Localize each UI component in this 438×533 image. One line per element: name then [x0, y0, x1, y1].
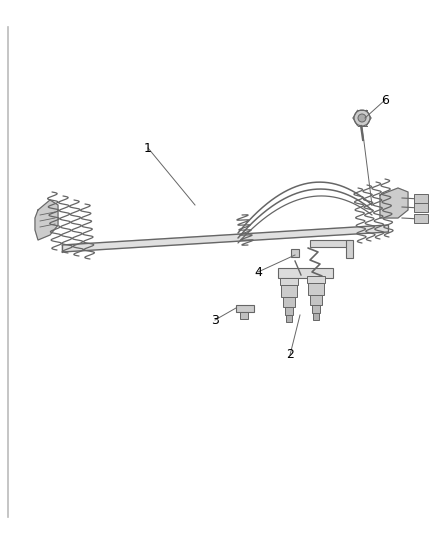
FancyBboxPatch shape: [286, 316, 292, 322]
Polygon shape: [380, 188, 408, 218]
FancyBboxPatch shape: [312, 305, 320, 313]
FancyBboxPatch shape: [308, 283, 324, 295]
FancyBboxPatch shape: [236, 305, 254, 312]
Circle shape: [354, 110, 370, 126]
FancyBboxPatch shape: [313, 313, 319, 320]
FancyBboxPatch shape: [283, 297, 295, 307]
FancyBboxPatch shape: [310, 295, 322, 305]
FancyBboxPatch shape: [279, 278, 298, 285]
Text: 4: 4: [254, 265, 262, 279]
FancyBboxPatch shape: [278, 268, 333, 278]
Text: 1: 1: [144, 141, 152, 155]
FancyBboxPatch shape: [291, 249, 299, 257]
Text: 6: 6: [381, 93, 389, 107]
Text: 3: 3: [211, 313, 219, 327]
FancyBboxPatch shape: [414, 214, 428, 223]
FancyBboxPatch shape: [346, 240, 353, 258]
FancyBboxPatch shape: [414, 203, 428, 212]
FancyBboxPatch shape: [240, 312, 248, 319]
FancyBboxPatch shape: [307, 276, 325, 283]
Polygon shape: [35, 200, 58, 240]
FancyBboxPatch shape: [414, 194, 428, 203]
FancyBboxPatch shape: [285, 307, 293, 316]
FancyBboxPatch shape: [310, 240, 350, 247]
Text: 2: 2: [286, 349, 294, 361]
FancyBboxPatch shape: [281, 285, 297, 297]
Circle shape: [358, 114, 366, 122]
Polygon shape: [62, 225, 388, 252]
